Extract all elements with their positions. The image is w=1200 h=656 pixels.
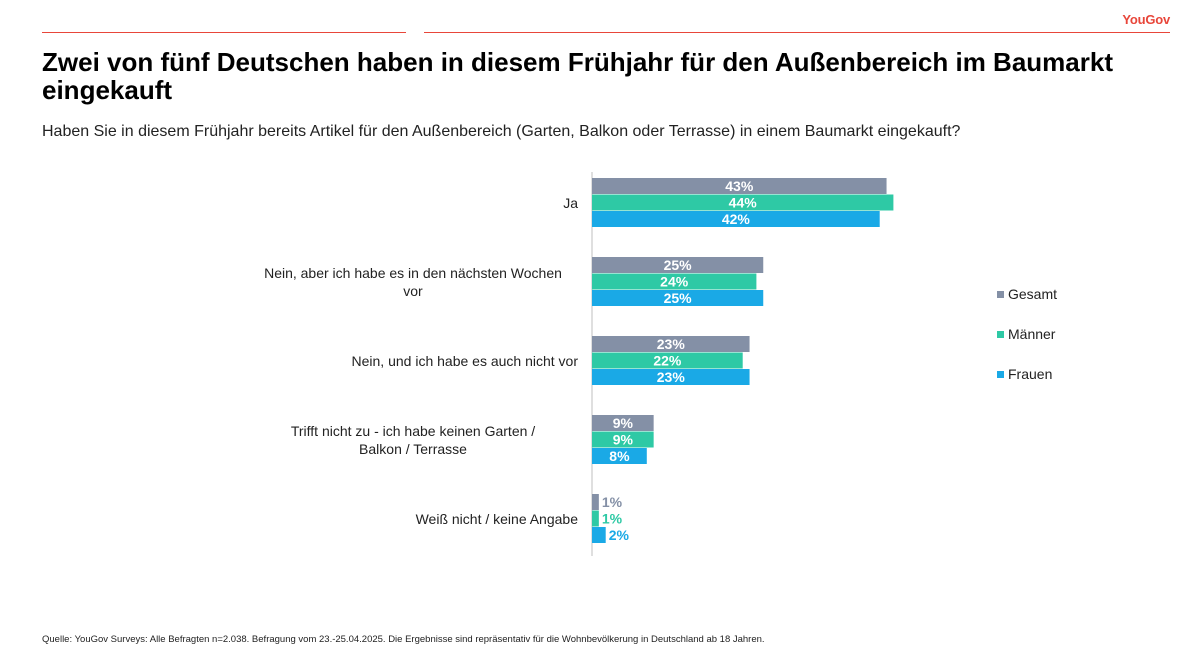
- bar: [592, 448, 647, 464]
- data-label: 43%: [725, 178, 754, 194]
- bar: [592, 352, 743, 369]
- bar: [592, 211, 880, 227]
- bar: [592, 510, 599, 527]
- data-label: 9%: [613, 432, 634, 448]
- data-label: 9%: [613, 415, 634, 431]
- data-label: 23%: [657, 369, 686, 385]
- header-rule-right: [424, 32, 1170, 33]
- data-label: 8%: [609, 448, 630, 464]
- source-note: Quelle: YouGov Surveys: Alle Befragten n…: [42, 634, 765, 645]
- chart-title: Zwei von fünf Deutschen haben in diesem …: [42, 47, 1113, 105]
- bar: [592, 290, 764, 306]
- legend-swatch: [997, 331, 1004, 338]
- data-label: 42%: [722, 211, 751, 227]
- category-label: Weiß nicht / keine Angabe: [416, 511, 579, 527]
- bar: [592, 415, 654, 431]
- chart-subtitle: Haben Sie in diesem Frühjahr bereits Art…: [42, 123, 961, 140]
- data-label: 2%: [609, 527, 630, 543]
- legend-label: Männer: [1008, 326, 1056, 342]
- data-label: 25%: [664, 290, 693, 306]
- bar: [592, 257, 764, 273]
- bar: [592, 178, 887, 194]
- header-rule-left: [42, 32, 406, 33]
- category-label: Nein, aber ich habe es in den nächsten W…: [264, 265, 562, 299]
- legend-label: Gesamt: [1008, 286, 1057, 302]
- legend-swatch: [997, 371, 1004, 378]
- bar: [592, 194, 894, 211]
- bar: [592, 527, 606, 543]
- bar: [592, 336, 750, 352]
- data-label: 1%: [602, 511, 623, 527]
- category-label: Ja: [563, 195, 578, 211]
- data-label: 44%: [729, 195, 758, 211]
- bar: [592, 431, 654, 448]
- category-label: Trifft nicht zu - ich habe keinen Garten…: [291, 423, 535, 457]
- data-label: 1%: [602, 494, 623, 510]
- brand-logo: YouGov: [1122, 12, 1170, 27]
- legend-swatch: [997, 291, 1004, 298]
- legend-label: Frauen: [1008, 366, 1052, 382]
- data-label: 24%: [660, 274, 689, 290]
- data-label: 23%: [657, 336, 686, 352]
- bar: [592, 273, 757, 290]
- data-label: 25%: [664, 257, 693, 273]
- bar-chart: Ja 43%44%42% Nein, aber ich habe es in den…: [264, 172, 1057, 556]
- bar: [592, 369, 750, 385]
- category-label: Nein, und ich habe es auch nicht vor: [352, 353, 579, 369]
- data-label: 22%: [653, 353, 682, 369]
- bar: [592, 494, 599, 510]
